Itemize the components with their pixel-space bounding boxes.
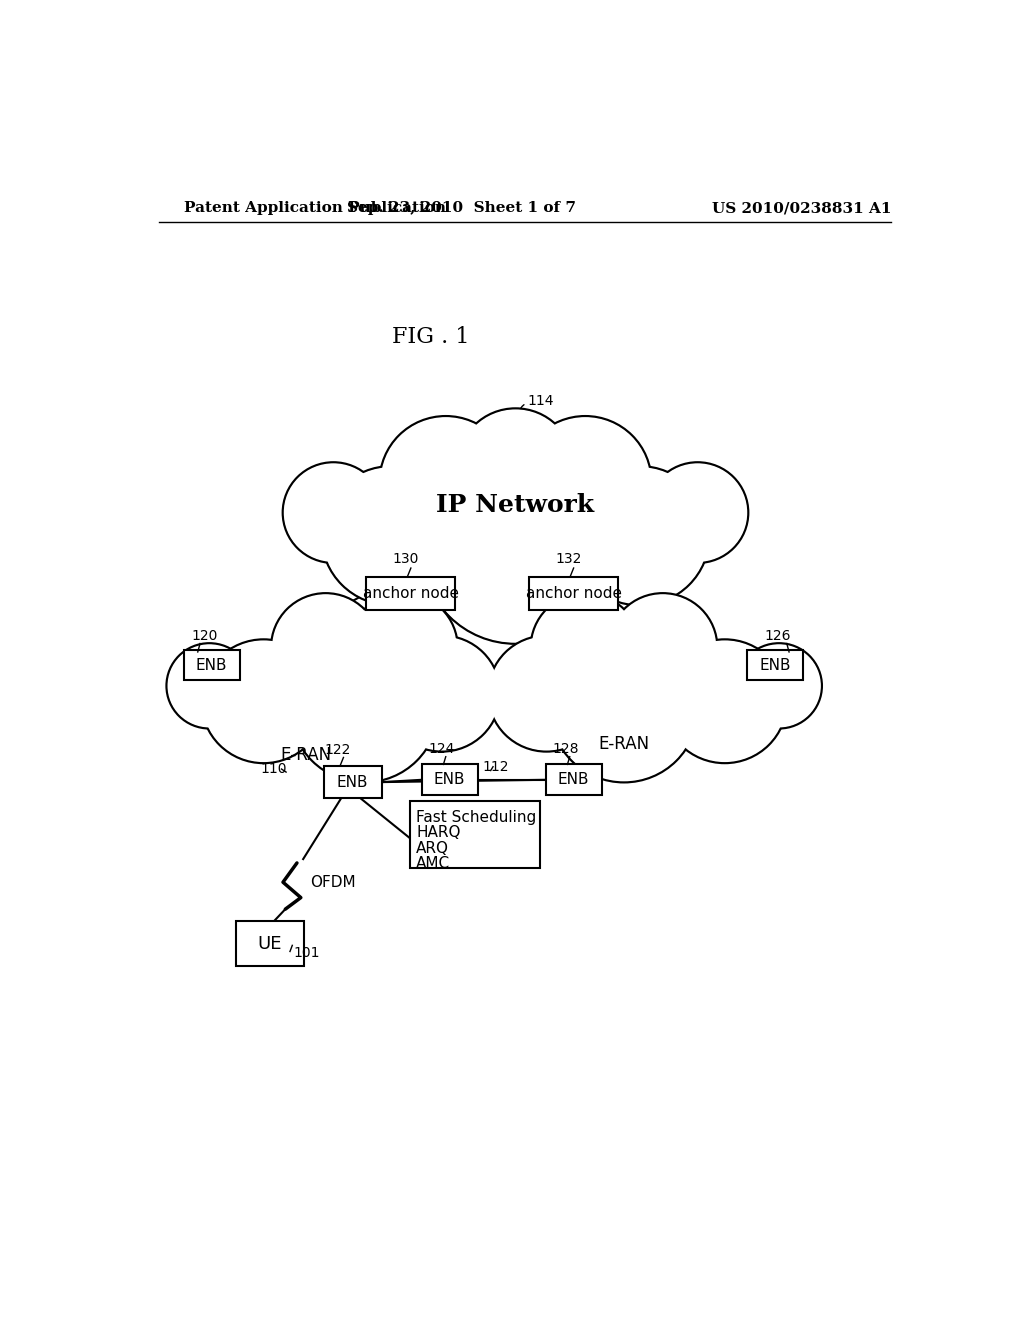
Circle shape	[323, 467, 461, 605]
Text: ENB: ENB	[196, 657, 227, 673]
Circle shape	[203, 640, 325, 762]
Text: US 2010/0238831 A1: US 2010/0238831 A1	[713, 202, 892, 215]
Circle shape	[284, 463, 383, 562]
Circle shape	[489, 636, 604, 751]
Circle shape	[520, 417, 650, 546]
Text: IP Network: IP Network	[436, 492, 595, 517]
Text: 110: 110	[260, 762, 287, 776]
Text: 120: 120	[191, 628, 218, 643]
FancyBboxPatch shape	[183, 651, 240, 680]
Circle shape	[647, 462, 748, 562]
Circle shape	[272, 594, 379, 701]
Circle shape	[385, 636, 500, 751]
Circle shape	[292, 636, 437, 781]
FancyBboxPatch shape	[546, 764, 601, 795]
Text: 112: 112	[483, 760, 509, 774]
Circle shape	[167, 644, 252, 729]
Circle shape	[569, 466, 710, 605]
Circle shape	[271, 594, 380, 701]
Text: Fast Scheduling: Fast Scheduling	[417, 810, 537, 825]
Circle shape	[168, 644, 251, 727]
Text: E-RAN: E-RAN	[598, 735, 649, 752]
Circle shape	[349, 594, 457, 701]
Circle shape	[202, 640, 326, 763]
Text: ENB: ENB	[337, 775, 369, 789]
Text: HARQ: HARQ	[417, 825, 461, 841]
Circle shape	[322, 466, 461, 605]
Circle shape	[550, 636, 697, 781]
Circle shape	[531, 594, 639, 701]
Text: ARQ: ARQ	[417, 841, 450, 855]
FancyBboxPatch shape	[529, 577, 618, 610]
Text: 124: 124	[429, 742, 455, 756]
Text: ENB: ENB	[558, 772, 590, 787]
Text: anchor node: anchor node	[525, 586, 622, 601]
Text: ENB: ENB	[434, 772, 465, 787]
Circle shape	[608, 594, 717, 701]
Circle shape	[531, 594, 640, 701]
FancyBboxPatch shape	[748, 651, 803, 680]
Circle shape	[663, 640, 786, 763]
FancyBboxPatch shape	[422, 764, 477, 795]
Circle shape	[283, 462, 384, 562]
Text: 128: 128	[553, 742, 580, 756]
Circle shape	[349, 594, 458, 701]
FancyBboxPatch shape	[236, 921, 304, 966]
Text: FIG . 1: FIG . 1	[391, 326, 469, 348]
Text: E-RAN: E-RAN	[281, 746, 332, 764]
Text: ENB: ENB	[760, 657, 791, 673]
Circle shape	[381, 417, 511, 546]
Circle shape	[736, 644, 821, 729]
Text: 114: 114	[527, 393, 554, 408]
Text: UE: UE	[258, 935, 282, 953]
Text: OFDM: OFDM	[310, 875, 355, 890]
Circle shape	[380, 416, 512, 548]
Circle shape	[423, 459, 607, 643]
Circle shape	[551, 636, 697, 781]
Circle shape	[458, 409, 572, 524]
Text: anchor node: anchor node	[362, 586, 459, 601]
Text: AMC: AMC	[417, 857, 451, 871]
Circle shape	[291, 636, 438, 781]
FancyBboxPatch shape	[410, 800, 541, 869]
Circle shape	[519, 416, 651, 548]
Circle shape	[423, 459, 608, 644]
Circle shape	[648, 463, 748, 562]
Text: 122: 122	[324, 743, 350, 756]
FancyBboxPatch shape	[324, 766, 382, 799]
Text: Patent Application Publication: Patent Application Publication	[183, 202, 445, 215]
Text: 130: 130	[392, 552, 419, 566]
Circle shape	[737, 644, 821, 727]
Circle shape	[488, 636, 604, 751]
Circle shape	[384, 636, 500, 751]
Text: 101: 101	[293, 946, 319, 960]
Circle shape	[570, 467, 709, 605]
Circle shape	[458, 409, 573, 524]
Text: 132: 132	[555, 552, 582, 566]
Text: Sep. 23, 2010  Sheet 1 of 7: Sep. 23, 2010 Sheet 1 of 7	[347, 202, 575, 215]
Text: 126: 126	[764, 628, 791, 643]
FancyBboxPatch shape	[367, 577, 456, 610]
Circle shape	[664, 640, 786, 762]
Circle shape	[609, 594, 716, 701]
